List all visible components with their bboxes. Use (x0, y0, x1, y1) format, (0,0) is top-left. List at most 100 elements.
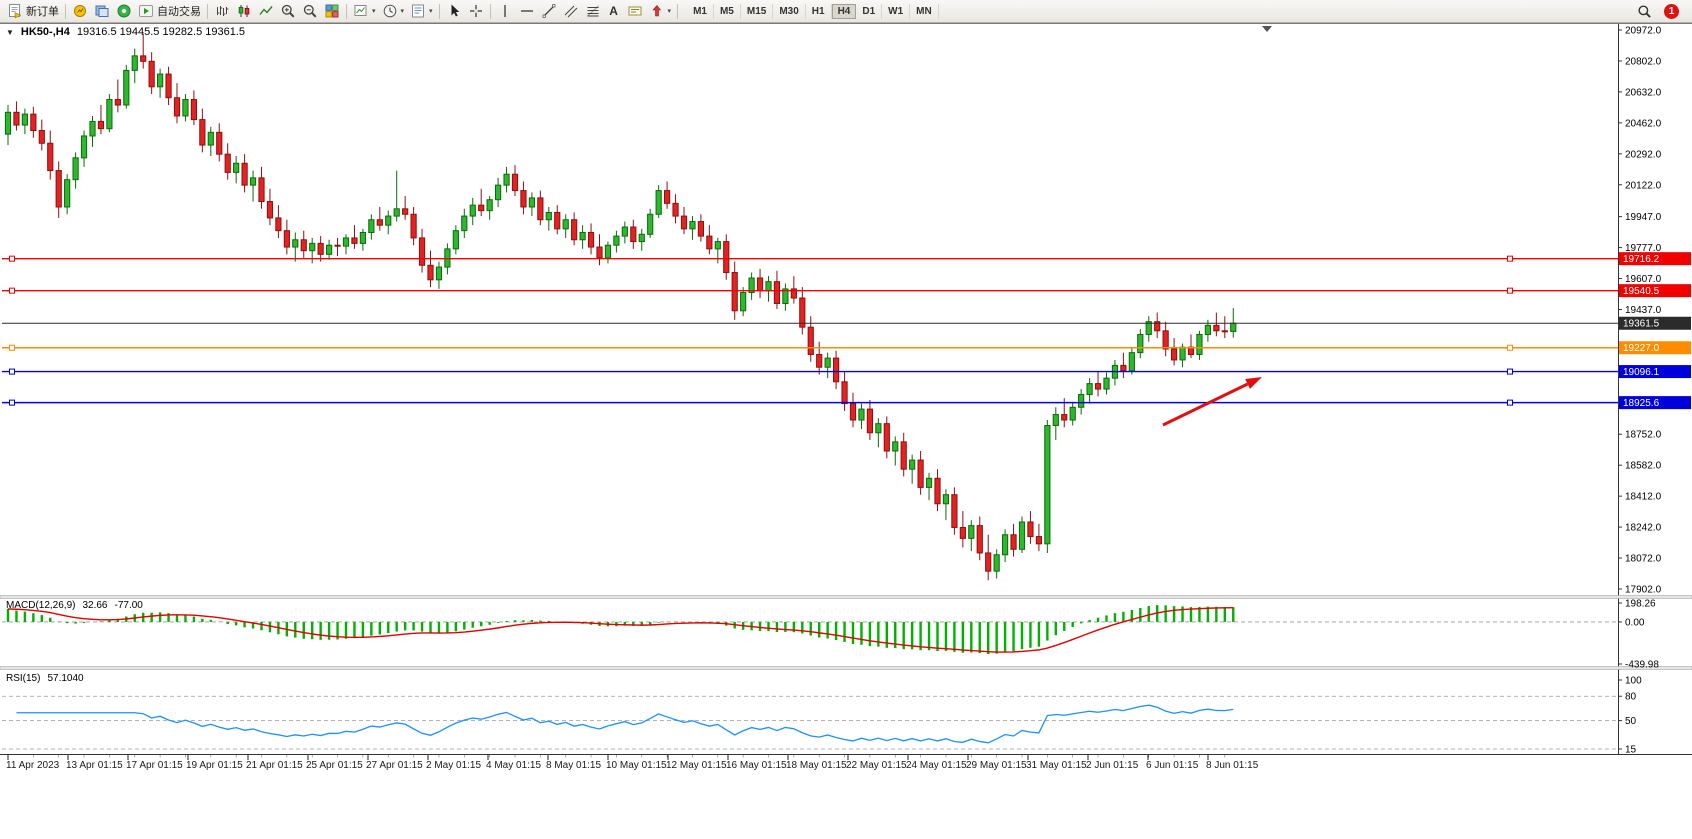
svg-text:8 Jun 01:15: 8 Jun 01:15 (1206, 760, 1259, 771)
toolbar-separator (207, 3, 208, 19)
arrows-button[interactable]: ▾ (646, 2, 675, 21)
price-tag (1619, 396, 1691, 410)
svg-text:20802.0: 20802.0 (1625, 56, 1662, 67)
svg-text:18752.0: 18752.0 (1625, 430, 1662, 441)
time-axis[interactable] (7, 755, 1226, 760)
svg-text:19 Apr 01:15: 19 Apr 01:15 (186, 760, 243, 771)
rsi-line (16, 704, 1234, 744)
one-click-trading-toggle[interactable]: ▼ (6, 28, 14, 37)
timeframe-button-h1[interactable]: H1 (806, 3, 832, 19)
line-chart-button[interactable] (255, 2, 277, 21)
svg-text:29 May 01:15: 29 May 01:15 (966, 760, 1027, 771)
candlestick-chart-button[interactable] (233, 2, 255, 21)
pane-splitter[interactable] (0, 595, 1692, 599)
price-tag (1619, 252, 1691, 266)
text-button[interactable]: A (604, 2, 624, 21)
crosshair-button[interactable] (465, 2, 487, 21)
trend-arrow-annotation[interactable] (1162, 377, 1262, 427)
svg-text:20122.0: 20122.0 (1625, 180, 1662, 191)
channel-button[interactable] (560, 2, 582, 21)
macd-name: MACD(12,26,9) (6, 600, 76, 611)
svg-text:20972.0: 20972.0 (1625, 26, 1662, 37)
svg-text:8 May 01:15: 8 May 01:15 (546, 760, 601, 771)
line-handle (9, 368, 15, 375)
line-handle (1507, 255, 1513, 262)
timeframe-button-mn[interactable]: MN (910, 3, 939, 19)
fibonacci-icon (586, 5, 599, 17)
bars-chart-button[interactable] (211, 2, 233, 21)
zoom-in-button[interactable] (277, 2, 299, 21)
svg-text:25 Apr 01:15: 25 Apr 01:15 (306, 760, 363, 771)
fibonacci-button[interactable] (582, 2, 604, 21)
svg-text:19361.5: 19361.5 (1623, 319, 1660, 330)
price-tag (1619, 284, 1691, 298)
search-icon (1638, 4, 1651, 18)
svg-text:21 Apr 01:15: 21 Apr 01:15 (246, 760, 303, 771)
toolbar-separator (346, 3, 347, 19)
svg-text:19607.0: 19607.0 (1625, 274, 1662, 285)
ohlc-values: 19316.5 19445.5 19282.5 19361.5 (76, 26, 246, 38)
crosshair-icon (469, 5, 482, 17)
svg-text:19540.5: 19540.5 (1623, 286, 1660, 297)
label-button[interactable] (624, 2, 646, 21)
timeframe-button-w1[interactable]: W1 (882, 3, 911, 19)
level-lines[interactable] (2, 252, 1691, 410)
new-chart-button[interactable]: ▾ (350, 2, 379, 21)
timeframe-button-m30[interactable]: M30 (773, 3, 806, 19)
trendline-button[interactable] (538, 2, 560, 21)
line-handle (9, 255, 15, 262)
svg-text:19716.2: 19716.2 (1623, 254, 1660, 265)
zoom-out-button[interactable] (299, 2, 321, 21)
line-handle (9, 399, 15, 406)
svg-text:20292.0: 20292.0 (1625, 149, 1662, 160)
timeframe-button-h4[interactable]: H4 (831, 3, 857, 19)
svg-text:18412.0: 18412.0 (1625, 492, 1662, 503)
cursor-button[interactable] (443, 2, 465, 21)
cursor-icon (451, 4, 459, 17)
trendline-icon (542, 4, 555, 18)
bars-chart-icon (217, 6, 229, 16)
pane-splitter[interactable] (0, 666, 1692, 670)
notification-badge[interactable]: 1 (1664, 3, 1679, 19)
vertical-line-button[interactable] (494, 2, 516, 21)
period-button[interactable]: ▾ (379, 2, 408, 21)
timeframe-button-m5[interactable]: M5 (714, 3, 741, 19)
svg-text:19777.0: 19777.0 (1625, 243, 1662, 254)
svg-text:50: 50 (1625, 716, 1637, 727)
navigator-button[interactable] (91, 2, 113, 21)
line-handle (1507, 399, 1513, 406)
auto-trading-icon (139, 5, 153, 17)
svg-text:11 Apr 2023: 11 Apr 2023 (6, 760, 60, 771)
auto-trading-button[interactable]: 自动交易 (135, 2, 204, 21)
timeframe-button-d1[interactable]: D1 (856, 3, 883, 19)
search-button[interactable] (1634, 2, 1655, 21)
horizontal-line-button[interactable] (516, 2, 538, 21)
svg-text:-439.98: -439.98 (1625, 660, 1659, 671)
chart-shift-marker[interactable] (1262, 26, 1272, 32)
rsi-indicator-label: RSI(15) 57.1040 (6, 673, 84, 684)
timeframe-button-m15[interactable]: M15 (741, 3, 774, 19)
line-handle (1507, 368, 1513, 375)
svg-text:17902.0: 17902.0 (1625, 585, 1662, 596)
price-axis[interactable] (1619, 24, 1692, 754)
svg-text:15: 15 (1625, 745, 1637, 756)
tile-windows-button[interactable] (321, 2, 343, 21)
price-tag (1619, 365, 1691, 379)
svg-text:18582.0: 18582.0 (1625, 461, 1662, 472)
svg-text:19437.0: 19437.0 (1625, 305, 1662, 316)
terminal-button[interactable] (113, 2, 135, 21)
timeframe-button-m1[interactable]: M1 (687, 3, 714, 19)
symbol-period-label: HK50-,H4 (20, 26, 70, 38)
market-watch-button[interactable] (69, 2, 91, 21)
new-order-button[interactable]: 新订单 (4, 2, 62, 21)
templates-button[interactable]: ▾ (407, 2, 436, 21)
timeframe-buttons: M1 M5 M15 M30 H1 H4 D1 W1 MN (687, 3, 939, 19)
svg-text:16 May 01:15: 16 May 01:15 (726, 760, 787, 771)
line-handle (1507, 344, 1513, 351)
line-chart-icon (259, 6, 273, 15)
rsi-name: RSI(15) (6, 673, 41, 684)
toolbar-separator (677, 3, 679, 19)
auto-trading-label: 自动交易 (157, 6, 201, 18)
chevron-down-icon: ▾ (667, 7, 672, 15)
